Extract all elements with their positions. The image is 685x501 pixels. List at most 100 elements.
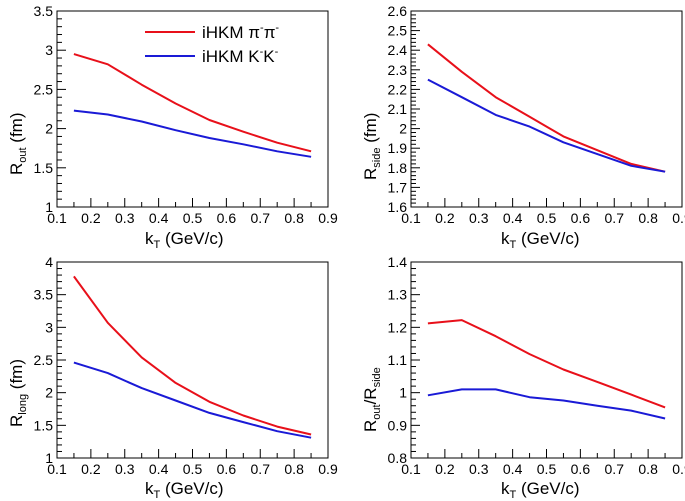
x-tick-label: 0.8 bbox=[638, 461, 658, 477]
x-tick-label: 0.2 bbox=[81, 461, 101, 477]
y-tick-label: 2.5 bbox=[388, 23, 408, 39]
x-tick-label: 0.3 bbox=[469, 461, 489, 477]
y-tick-label: 3.5 bbox=[34, 287, 54, 303]
x-tick-label: 0.3 bbox=[115, 210, 135, 226]
x-tick-label: 0.6 bbox=[217, 461, 237, 477]
x-tick-label: 0.4 bbox=[503, 461, 523, 477]
svg-text:Rout (fm): Rout (fm) bbox=[7, 112, 29, 175]
plot-frame bbox=[410, 10, 683, 208]
x-tick-label: 0.4 bbox=[149, 210, 169, 226]
y-tick-label: 2.6 bbox=[388, 3, 408, 19]
y-tick-label: 2 bbox=[45, 121, 53, 137]
x-tick-label: 0.9 bbox=[672, 461, 685, 477]
x-tick-label: 0.1 bbox=[47, 461, 67, 477]
chart-panel-1: 0.1 0.2 0.3 0.4 0.5 0.6 0.7 0.8 0.9 1 1.5 2 2.5 3 3.5 bbox=[34, 3, 338, 226]
x-tick-label: 0.7 bbox=[251, 461, 271, 477]
x-tick-label: 0.8 bbox=[638, 210, 658, 226]
series-line-kaon bbox=[427, 388, 666, 420]
y-tick-label: 1 bbox=[399, 385, 407, 401]
series-line-kaon bbox=[427, 78, 666, 173]
y-tick-label: 1 bbox=[45, 450, 53, 466]
x-tick-label: 0.1 bbox=[47, 210, 67, 226]
y-tick-label: 3 bbox=[45, 42, 53, 58]
y-tick-label: 3 bbox=[45, 319, 53, 335]
svg-text:Rout/Rside: Rout/Rside bbox=[361, 367, 383, 432]
svg-text:Rlong (fm): Rlong (fm) bbox=[7, 359, 29, 427]
svg-text:kT (GeV/c): kT (GeV/c) bbox=[501, 229, 580, 251]
x-tick-label: 0.6 bbox=[571, 210, 591, 226]
x-tick-label: 0.7 bbox=[605, 461, 625, 477]
y-tick-label: 0.8 bbox=[388, 450, 408, 466]
y-tick-label: 1.5 bbox=[34, 417, 54, 433]
x-tick-label: 0.9 bbox=[672, 210, 685, 226]
svg-text:kT (GeV/c): kT (GeV/c) bbox=[501, 479, 580, 501]
y-tick-label: 2.2 bbox=[388, 81, 408, 97]
x-tick-label: 0.3 bbox=[469, 210, 489, 226]
svg-text:kT (GeV/c): kT (GeV/c) bbox=[145, 479, 224, 501]
series-line-pion bbox=[73, 275, 312, 436]
x-tick-label: 0.6 bbox=[217, 210, 237, 226]
y-axis-title-panel-4: Rout/Rside bbox=[361, 367, 383, 432]
y-tick-label: 0.9 bbox=[388, 417, 408, 433]
x-tick-label: 0.5 bbox=[537, 210, 557, 226]
x-tick-label: 0.7 bbox=[605, 210, 625, 226]
y-tick-label: 3.5 bbox=[34, 3, 54, 19]
series-line-kaon bbox=[73, 361, 312, 439]
y-tick-label: 1.3 bbox=[388, 287, 408, 303]
x-tick-label: 0.5 bbox=[537, 461, 557, 477]
x-tick-label: 0.6 bbox=[571, 461, 591, 477]
svg-text:kT (GeV/c): kT (GeV/c) bbox=[145, 229, 224, 251]
y-tick-label: 2.1 bbox=[388, 101, 408, 117]
y-tick-label: 1 bbox=[45, 199, 53, 215]
x-tick-label: 0.1 bbox=[401, 461, 421, 477]
plot-frame bbox=[410, 261, 683, 459]
x-tick-label: 0.9 bbox=[318, 461, 338, 477]
y-tick-label: 1.1 bbox=[388, 352, 408, 368]
series-line-kaon bbox=[73, 109, 312, 158]
plot-frame bbox=[56, 10, 329, 208]
series-line-pion bbox=[73, 53, 312, 153]
legend-label-pion: iHKM π-π- bbox=[202, 22, 279, 42]
x-axis-title-panel-4: kT (GeV/c) bbox=[501, 479, 580, 501]
x-tick-label: 0.5 bbox=[183, 461, 203, 477]
chart-panel-4: 0.1 0.2 0.3 0.4 0.5 0.6 0.7 0.8 0.9 0.8 0.9 1 1.1 1.2… bbox=[388, 254, 685, 477]
x-tick-label: 0.8 bbox=[284, 461, 304, 477]
y-tick-label: 1.2 bbox=[388, 319, 408, 335]
x-tick-label: 0.2 bbox=[435, 461, 455, 477]
series-line-pion bbox=[427, 43, 666, 173]
x-tick-label: 0.4 bbox=[149, 461, 169, 477]
y-tick-label: 1.9 bbox=[388, 140, 408, 156]
x-axis-title-panel-1: kT (GeV/c) bbox=[145, 229, 224, 251]
y-tick-label: 1.5 bbox=[34, 160, 54, 176]
y-tick-label: 2.4 bbox=[388, 42, 408, 58]
x-tick-label: 0.9 bbox=[318, 210, 338, 226]
x-tick-label: 0.1 bbox=[401, 210, 421, 226]
y-axis-title-panel-3: Rlong (fm) bbox=[7, 359, 29, 427]
x-tick-label: 0.5 bbox=[183, 210, 203, 226]
x-tick-label: 0.3 bbox=[115, 461, 135, 477]
y-tick-label: 1.8 bbox=[388, 160, 408, 176]
y-tick-label: 2 bbox=[45, 385, 53, 401]
x-axis-title-panel-2: kT (GeV/c) bbox=[501, 229, 580, 251]
y-tick-label: 2.5 bbox=[34, 352, 54, 368]
legend: iHKM π-π- iHKM K-K- bbox=[145, 22, 279, 66]
x-axis-title-panel-3: kT (GeV/c) bbox=[145, 479, 224, 501]
y-tick-label: 4 bbox=[45, 254, 53, 270]
y-tick-label: 2 bbox=[399, 121, 407, 137]
y-tick-label: 1.4 bbox=[388, 254, 408, 270]
x-tick-label: 0.8 bbox=[284, 210, 304, 226]
y-tick-label: 2.3 bbox=[388, 62, 408, 78]
y-axis-title-panel-1: Rout (fm) bbox=[7, 112, 29, 175]
chart-panel-3: 0.1 0.2 0.3 0.4 0.5 0.6 0.7 0.8 0.9 1 1.5 2 2.5 3 3.5 4 bbox=[34, 254, 338, 477]
y-tick-label: 2.5 bbox=[34, 81, 54, 97]
y-axis-title-panel-2: Rside (fm) bbox=[361, 113, 383, 180]
legend-label-kaon: iHKM K-K- bbox=[202, 46, 279, 66]
x-tick-label: 0.2 bbox=[435, 210, 455, 226]
x-tick-label: 0.7 bbox=[251, 210, 271, 226]
series-line-pion bbox=[427, 319, 666, 409]
x-tick-label: 0.4 bbox=[503, 210, 523, 226]
legend-item-pion: iHKM π-π- bbox=[145, 22, 279, 42]
y-tick-label: 1.6 bbox=[388, 199, 408, 215]
x-tick-label: 0.2 bbox=[81, 210, 101, 226]
